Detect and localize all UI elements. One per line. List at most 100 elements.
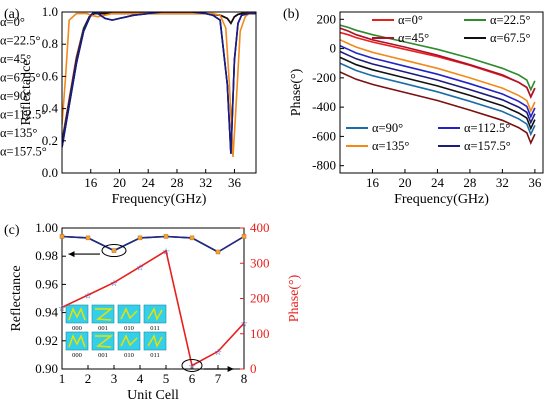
series-line-7	[340, 50, 536, 125]
y-tick-label-5: 1.0	[42, 4, 58, 19]
legend-a-label-0: α=0°	[0, 15, 25, 29]
reflectance-marker-3	[137, 235, 143, 241]
x-tick-label-3: 4	[137, 371, 144, 386]
legend-b-top-label-0: α=0°	[398, 13, 423, 27]
phase-marker-1: ☆	[84, 290, 92, 300]
unit-cell-code-7: 011	[150, 352, 160, 359]
legend-a-label-1: α=22.5°	[0, 34, 40, 48]
y-tick-label-1: 0	[330, 41, 337, 56]
unit-cell-icon-1: 001	[91, 304, 115, 332]
panel-c: 1 2 3 4 5 6 7 8 0.90 0.92 0.94 0.96 0.98 1.00 Unit Cel…	[4, 220, 302, 403]
legend-b-bottom-label-0: α=90°	[372, 121, 403, 135]
unit-cell-pattern-1	[95, 308, 114, 321]
unit-cell-code-0: 000	[72, 325, 82, 332]
series-line-8	[340, 71, 536, 146]
legend-a-label-4: α=90°	[0, 89, 31, 103]
legend-a-label-7: α=157.5°	[0, 145, 47, 159]
legend-b-top-label-1: α=22.5°	[490, 13, 530, 27]
y-tick-label-0: 200	[317, 11, 337, 26]
plot-frame	[339, 11, 544, 174]
phase-marker-3: ☆	[136, 262, 144, 272]
reflectance-marker-0	[59, 234, 65, 239]
phase-line	[61, 249, 245, 367]
x-tick-label-2: 3	[111, 371, 118, 386]
unit-cell-icon-4: 000	[65, 331, 89, 359]
unit-cell-icon-2: 010	[117, 304, 141, 332]
y-tick-label-4: 0.8	[42, 36, 58, 51]
x-tick-label-1: 20	[398, 175, 411, 190]
x-tick-label-3: 28	[170, 175, 183, 190]
x-tick-label-4: 32	[199, 175, 212, 190]
unit-cell-pattern-6	[120, 334, 138, 347]
x-tick-label-5: 6	[189, 371, 196, 386]
legend-b-bottom-label-1: α=112.5°	[464, 121, 510, 135]
x-tick-label-0: 1	[59, 371, 66, 386]
y-tick-label-3: 0.96	[35, 276, 58, 291]
x-axis-label: Frequency(GHz)	[394, 192, 489, 207]
unit-cell-code-6: 010	[124, 352, 134, 359]
phase-marker-2: ☆	[110, 278, 118, 288]
y-tick-label-4: -600	[312, 128, 336, 143]
unit-cell-pattern-3	[147, 307, 163, 321]
y-tick-label-0: 0.0	[42, 165, 58, 180]
unit-cell-pattern-2	[120, 307, 138, 320]
x-tick-label-3: 28	[463, 175, 476, 190]
y-axis-label: Reflectance	[9, 265, 24, 331]
unit-cell-pattern-5	[95, 335, 114, 348]
x-tick-label-0: 16	[84, 175, 98, 190]
panel-label: (c)	[4, 223, 20, 238]
x-tick-label-7: 8	[241, 371, 248, 386]
y-tick-label-5: -800	[312, 158, 336, 173]
x-tick-label-0: 16	[366, 175, 380, 190]
legend-a-label-5: α=112.5°	[0, 108, 46, 122]
y-tick-label-2: 0.4	[42, 101, 59, 116]
y2-tick-label-3: 300	[250, 255, 270, 270]
y2-tick-label-1: 100	[250, 326, 270, 341]
unit-cell-code-4: 000	[72, 352, 82, 359]
y-tick-label-3: 0.6	[42, 68, 59, 83]
phase-arrowhead	[227, 366, 234, 372]
series-line-3	[340, 56, 536, 131]
x-tick-label-1: 2	[85, 371, 92, 386]
unit-cell-pattern-0	[68, 307, 86, 321]
reflectance-marker-4	[163, 234, 169, 239]
unit-cell-icon-6: 010	[117, 331, 141, 359]
unit-cell-square-0	[65, 304, 89, 324]
unit-cell-pattern-4	[68, 334, 86, 348]
y-tick-label-1: 0.92	[35, 333, 58, 348]
series-line-4	[340, 62, 536, 137]
legend-b-top-label-2: α=45°	[398, 31, 429, 45]
plot-frame	[61, 11, 257, 174]
phase-marker-5: ☆	[188, 361, 196, 371]
phase-marker-7: ☆	[240, 319, 248, 329]
y-tick-label-2: -200	[312, 70, 336, 85]
phase-marker-4: ☆	[162, 246, 170, 256]
y-tick-label-0: 0.90	[35, 361, 58, 376]
panel-label: (b)	[283, 7, 300, 22]
legend-a-label-2: α=45°	[0, 52, 31, 66]
x-axis-label: Frequency(GHz)	[112, 192, 207, 207]
series-line-1	[340, 24, 536, 92]
legend-a-label-6: α=135°	[0, 126, 37, 140]
y2-tick-label-4: 400	[250, 220, 270, 235]
unit-cell-insets: 000 001 010 011 000 001 010 011	[65, 304, 167, 359]
reflectance-ellipse	[101, 244, 127, 258]
series-line-5	[340, 44, 536, 119]
unit-cell-icon-3: 011	[143, 304, 167, 332]
phase-ellipse	[181, 358, 203, 372]
panel-label: (a)	[4, 7, 20, 22]
legend-b-top-label-3: α=67.5°	[490, 31, 530, 45]
unit-cell-code-1: 001	[98, 325, 108, 332]
unit-cell-code-3: 011	[150, 325, 160, 332]
y-axis-label: Reflectance	[19, 59, 34, 125]
legend-b-bottom-label-2: α=135°	[372, 139, 409, 153]
phase-marker-0: ☆	[58, 303, 66, 313]
x-tick-label-2: 24	[431, 175, 445, 190]
legend-b-bottom-label-3: α=157.5°	[464, 139, 511, 153]
x-tick-label-2: 24	[142, 175, 156, 190]
y-tick-label-3: -400	[312, 99, 336, 114]
series-line-2	[340, 27, 536, 99]
reflectance-marker-5	[189, 235, 195, 241]
unit-cell-code-2: 010	[124, 325, 134, 332]
